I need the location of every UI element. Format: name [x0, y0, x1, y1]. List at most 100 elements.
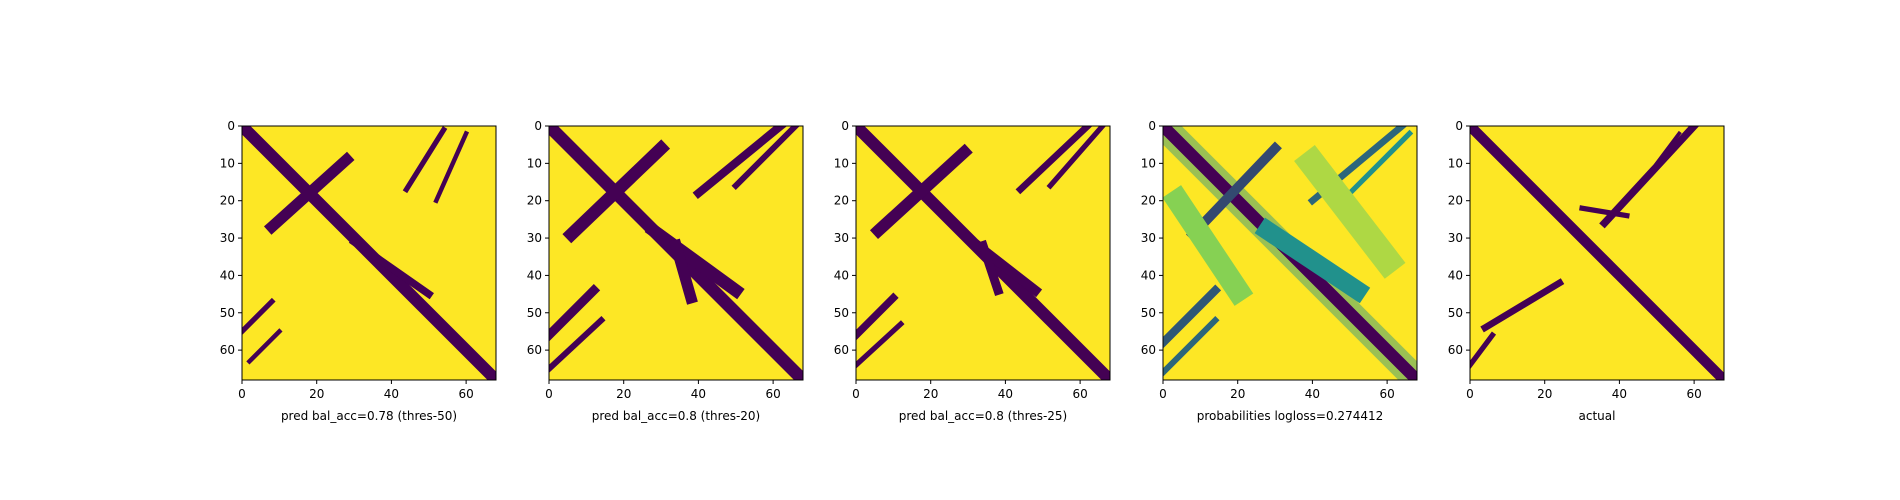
heatmap-panel-3: 0 20 40 60 0 10 20 30 40 50 60 pred bal_acc=0.8 (th…	[834, 119, 1111, 423]
heatmap-panel-5: 0 20 40 60 0 10 20 30 40 50 60 actual	[1448, 119, 1725, 423]
x-axis-label: pred bal_acc=0.78 (thres-50)	[281, 409, 457, 423]
y-tick-label: 20	[834, 194, 849, 208]
y-tick-label: 60	[527, 343, 542, 357]
axes-frame	[1162, 125, 1418, 381]
y-tick-label: 50	[834, 306, 849, 320]
heatmap-band	[562, 139, 671, 244]
heatmap-band	[1346, 129, 1414, 197]
x-tick-label: 20	[1537, 387, 1552, 401]
y-tick-label: 30	[1141, 231, 1156, 245]
heatmap-panel-2: 0 20 40 60 0 10 20 30 40 50 60 pred bal_acc=0.8 (th…	[527, 119, 804, 423]
heatmap-band	[1046, 126, 1107, 190]
heatmap-band	[977, 239, 1004, 297]
x-tick-label: 60	[1072, 387, 1087, 401]
heatmap-band	[644, 221, 745, 300]
x-tick-label: 60	[1379, 387, 1394, 401]
y-tick-label: 0	[1148, 119, 1156, 133]
heatmap-band	[348, 236, 434, 300]
y-tick-label: 10	[1141, 156, 1156, 170]
y-tick-label: 40	[1141, 268, 1156, 282]
y-tick-label: 20	[220, 194, 235, 208]
axes-frame	[241, 125, 497, 381]
x-tick-label: 60	[1686, 387, 1701, 401]
x-axis-label: pred bal_acc=0.8 (thres-25)	[899, 409, 1068, 423]
x-tick-label: 40	[998, 387, 1013, 401]
heatmap-band	[1186, 141, 1282, 242]
heatmap-band	[869, 143, 973, 240]
heatmap-band	[1654, 130, 1682, 166]
plot-area	[856, 126, 1110, 380]
x-tick-label: 0	[238, 387, 246, 401]
y-tick-label: 30	[834, 231, 849, 245]
x-tick-label: 0	[1466, 387, 1474, 401]
plot-area	[1163, 126, 1417, 380]
x-tick-label: 40	[691, 387, 706, 401]
heatmap-band	[856, 292, 899, 341]
y-tick-label: 50	[1448, 306, 1463, 320]
x-tick-label: 20	[309, 387, 324, 401]
axes-frame	[548, 125, 804, 381]
y-tick-label: 60	[1141, 343, 1156, 357]
axes-frame	[1469, 125, 1725, 381]
x-axis-label: actual	[1579, 409, 1616, 423]
y-tick-label: 10	[1448, 156, 1463, 170]
heatmap-band	[731, 126, 800, 190]
y-tick-label: 30	[220, 231, 235, 245]
heatmap-band	[1579, 205, 1630, 219]
y-tick-label: 60	[834, 343, 849, 357]
heatmap-band	[856, 320, 905, 369]
x-tick-label: 20	[923, 387, 938, 401]
x-tick-label: 60	[458, 387, 473, 401]
heatmap-band	[1254, 217, 1371, 304]
heatmap-band	[669, 238, 698, 305]
x-tick-label: 20	[1230, 387, 1245, 401]
y-tick-label: 40	[834, 268, 849, 282]
y-tick-label: 0	[534, 119, 542, 133]
heatmap-band	[1470, 126, 1724, 380]
heatmap-band	[692, 126, 787, 200]
heatmap-band	[402, 126, 448, 194]
plot-area	[549, 126, 803, 380]
y-tick-label: 40	[1448, 268, 1463, 282]
heatmap-band	[1470, 331, 1497, 369]
x-axis-label: pred bal_acc=0.8 (thres-20)	[592, 409, 761, 423]
x-tick-label: 40	[384, 387, 399, 401]
heatmap-band	[1163, 284, 1222, 349]
y-tick-label: 50	[527, 306, 542, 320]
x-tick-label: 60	[765, 387, 780, 401]
heatmap-band	[1480, 278, 1565, 333]
plot-area	[1470, 126, 1724, 380]
y-tick-label: 0	[227, 119, 235, 133]
y-tick-label: 20	[527, 194, 542, 208]
heatmap-band	[246, 328, 283, 365]
heatmap-band	[1599, 126, 1700, 229]
y-tick-label: 10	[220, 156, 235, 170]
x-tick-label: 0	[545, 387, 553, 401]
heatmap-band	[1015, 126, 1093, 195]
y-tick-label: 30	[527, 231, 542, 245]
y-tick-label: 60	[220, 343, 235, 357]
heatmap-band	[433, 130, 470, 204]
heatmap-band	[1294, 145, 1406, 279]
x-tick-label: 40	[1305, 387, 1320, 401]
y-tick-label: 40	[527, 268, 542, 282]
x-axis-label: probabilities logloss=0.274412	[1197, 409, 1384, 423]
y-tick-label: 50	[1141, 306, 1156, 320]
y-tick-label: 10	[834, 156, 849, 170]
heatmap-band	[1163, 185, 1254, 306]
y-tick-label: 30	[1448, 231, 1463, 245]
plot-area	[242, 126, 496, 380]
y-tick-label: 20	[1448, 194, 1463, 208]
y-tick-label: 60	[1448, 343, 1463, 357]
heatmap-panel-4: 0 20 40 60 0 10 20 30 40 50 60 probabilities loglos…	[1141, 119, 1418, 423]
heatmap-band	[263, 151, 355, 235]
heatmap-band	[549, 284, 601, 342]
y-tick-label: 40	[220, 268, 235, 282]
axes-frame	[855, 125, 1111, 381]
y-tick-label: 50	[220, 306, 235, 320]
y-tick-label: 10	[527, 156, 542, 170]
heatmap-band	[549, 316, 606, 373]
y-tick-label: 0	[1455, 119, 1463, 133]
